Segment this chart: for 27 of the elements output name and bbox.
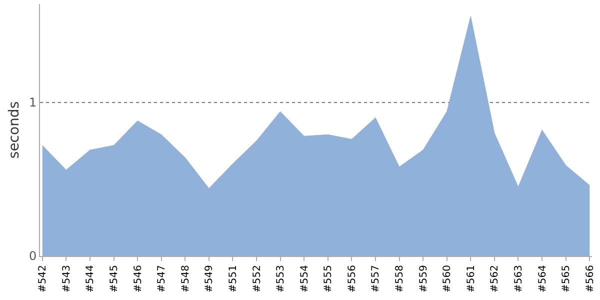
y-axis-title: seconds <box>6 101 23 159</box>
x-tick-label: #562 <box>490 265 501 292</box>
x-tick-label: #557 <box>370 265 382 292</box>
x-tick-label: #553 <box>276 265 287 292</box>
x-tick-label: #559 <box>418 265 430 292</box>
x-tick-label: #564 <box>537 265 548 292</box>
x-tick-label: #563 <box>513 265 524 292</box>
x-tick-label: #548 <box>180 265 192 292</box>
x-tick-label: #544 <box>85 265 96 292</box>
x-tick-label: #551 <box>228 265 239 292</box>
y-tick-label: 0 <box>28 249 37 264</box>
x-tick-label: #542 <box>38 265 49 292</box>
x-tick-label: #546 <box>132 265 144 292</box>
x-tick-label: #547 <box>156 265 168 292</box>
x-tick-label: #555 <box>323 265 334 292</box>
x-tick-label: #545 <box>109 265 120 292</box>
x-tick-label: #565 <box>561 265 572 292</box>
x-tick-label: #560 <box>442 265 454 292</box>
x-tick-label: #543 <box>61 265 72 292</box>
x-tick-label: #556 <box>346 265 358 292</box>
x-tick-label: #566 <box>584 265 596 292</box>
x-tick-label: #549 <box>204 265 216 292</box>
x-tick-label: #558 <box>394 265 406 292</box>
x-tick-label: #554 <box>299 265 310 292</box>
x-tick-label: #561 <box>466 265 477 292</box>
x-tick-label: #552 <box>252 265 263 292</box>
y-tick-label: 1 <box>28 96 37 110</box>
